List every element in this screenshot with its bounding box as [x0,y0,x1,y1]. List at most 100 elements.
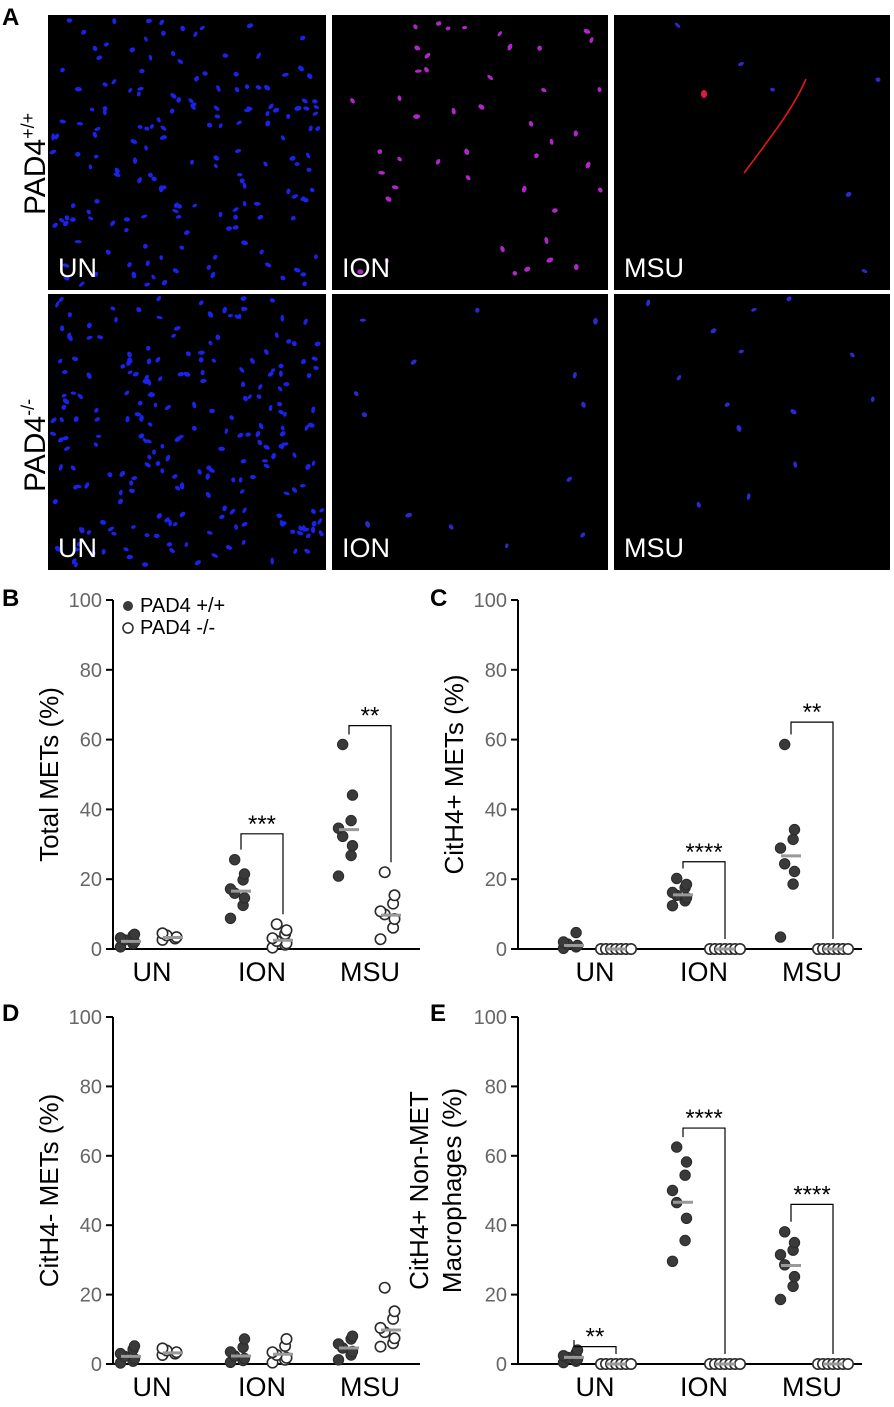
nucleus [309,187,315,193]
x-tick-label: MSU [782,957,842,987]
nucleus [232,225,239,230]
nucleus [176,97,182,103]
nucleus [131,525,136,529]
nucleus [573,130,578,137]
data-point [787,833,799,846]
nucleus [247,394,252,400]
data-point [224,1346,237,1358]
nucleus [219,514,225,520]
nucleus [120,364,126,369]
panel-letter-c: C [430,585,448,612]
nucleus [166,542,173,547]
significance-bracket [790,1203,834,1354]
nucleus [239,489,245,494]
data-point [671,872,683,885]
nucleus [216,85,221,92]
nucleus [311,406,316,414]
nucleus [249,357,255,364]
nucleus [207,122,213,128]
nucleus [92,131,98,138]
nucleus [264,262,272,268]
nucleus [674,22,681,28]
data-point [229,854,241,866]
nucleus [413,114,421,120]
nucleus [353,391,359,397]
nucleus [193,31,198,38]
nucleus [291,487,298,493]
met-strand [743,78,807,174]
x-tick-label: MSU [782,1372,842,1402]
nucleus [161,279,168,286]
chart-cith4-non-met-macrophages: 0 20 40 60 80 100 UN ION MSU CitH4+ Non-MET Macrop… [404,1007,862,1402]
nucleus [129,47,135,53]
nucleus [280,275,286,281]
nucleus [151,176,157,182]
nucleus [146,358,152,365]
data-point [779,738,791,751]
nucleus [137,400,143,406]
nucleus [131,476,138,481]
nucleus [105,249,111,255]
nucleus [391,185,399,190]
y-tick-label: 80 [80,660,102,682]
nucleus [175,215,182,219]
nucleus [300,272,307,277]
nucleus [250,474,256,480]
nucleus [319,508,325,513]
nucleus [318,530,324,537]
nucleus [71,558,77,565]
nucleus [59,119,66,124]
nucleus [293,548,298,554]
significance-bracket [348,725,392,863]
nucleus [597,187,603,193]
nucleus [524,266,531,272]
nucleus [593,318,598,325]
nucleus [184,542,189,548]
nucleus [179,482,185,490]
nucleus [172,474,178,479]
nucleus [110,220,116,227]
data-point [374,1340,387,1353]
nucleus [209,408,215,414]
nucleus [239,367,245,373]
nucleus [231,477,236,483]
nucleus [70,465,76,471]
nucleus [148,54,153,61]
nucleus [142,243,148,249]
nucleus [97,335,104,340]
data-point [345,849,357,862]
nucleus [224,428,229,435]
data-point [571,1344,584,1356]
data-point [680,878,693,891]
cith4-signal [701,90,707,98]
nucleus [306,167,312,172]
nucleus [142,379,149,384]
nucleus [183,230,190,235]
nucleus [145,439,152,444]
nucleus [276,513,283,518]
nucleus [378,170,385,175]
nucleus [147,172,153,178]
nucleus [147,422,153,427]
nucleus [129,480,134,486]
nucleus [770,87,776,92]
nucleus [280,425,285,431]
nuclei-stain [646,296,875,508]
nucleus [521,185,527,193]
nucleus [197,469,202,475]
nucleus [298,65,304,72]
nucleus [384,258,389,264]
nucleus [156,513,162,519]
nucleus [272,107,280,113]
nucleus [306,73,313,79]
nucleus [205,491,211,498]
nucleus [207,311,214,318]
nucleus [305,152,311,159]
data-point [388,1332,401,1345]
nucleus [500,246,505,253]
nucleus [138,433,145,439]
nucleus [205,473,210,480]
nucleus [268,405,273,412]
nucleus [226,226,232,231]
